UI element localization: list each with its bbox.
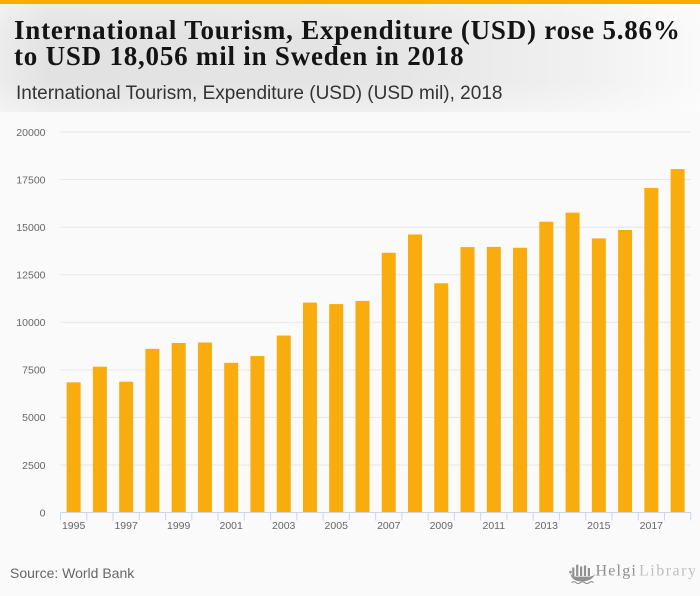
svg-text:10000: 10000: [16, 317, 45, 329]
svg-text:7500: 7500: [22, 365, 46, 377]
svg-text:17500: 17500: [16, 174, 45, 186]
svg-text:2003: 2003: [272, 520, 296, 532]
svg-text:Library.: Library.: [639, 562, 695, 579]
svg-text:2007: 2007: [377, 520, 401, 532]
svg-text:2009: 2009: [430, 520, 454, 532]
svg-text:Helgi: Helgi: [596, 562, 638, 579]
svg-text:2011: 2011: [482, 520, 505, 532]
svg-text:2013: 2013: [535, 520, 559, 532]
svg-text:2500: 2500: [22, 460, 46, 472]
svg-text:15000: 15000: [16, 222, 45, 234]
svg-text:0: 0: [40, 507, 46, 519]
svg-text:2015: 2015: [587, 520, 611, 532]
svg-text:1999: 1999: [167, 520, 191, 532]
svg-text:12500: 12500: [16, 270, 45, 282]
svg-text:2017: 2017: [640, 520, 664, 532]
svg-text:2005: 2005: [325, 520, 349, 532]
svg-text:5000: 5000: [22, 412, 46, 424]
svg-text:1995: 1995: [62, 520, 86, 532]
svg-text:20000: 20000: [16, 127, 45, 139]
svg-text:2001: 2001: [220, 520, 244, 532]
svg-text:1997: 1997: [114, 520, 138, 532]
